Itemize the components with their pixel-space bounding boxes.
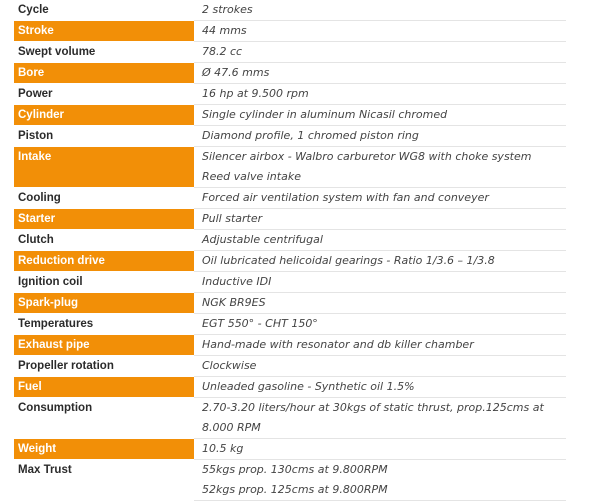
spec-label: Propeller rotation — [14, 355, 194, 377]
spec-value-line: 16 hp at 9.500 rpm — [202, 87, 309, 100]
spec-label: Exhaust pipe — [14, 334, 194, 356]
spec-value: Clockwise — [194, 355, 566, 377]
spec-value: NGK BR9ES — [194, 292, 566, 314]
spec-value: 2.70-3.20 liters/hour at 30kgs of static… — [194, 397, 566, 439]
spec-row: Spark-plug NGK BR9ES — [14, 292, 566, 314]
spec-value: Adjustable centrifugal — [194, 229, 566, 251]
spec-value: Oil lubricated helicoidal gearings - Rat… — [194, 250, 566, 272]
spec-row: Power 16 hp at 9.500 rpm — [14, 83, 566, 105]
spec-value-line: 10.5 kg — [202, 442, 244, 455]
spec-row: Reduction drive Oil lubricated helicoidal… — [14, 250, 566, 272]
spec-row: Propeller rotation Clockwise — [14, 355, 566, 377]
spec-label: Ignition coil — [14, 271, 194, 293]
spec-value: Forced air ventilation system with fan a… — [194, 187, 566, 209]
spec-value: 55kgs prop. 130cms at 9.800RPM 52kgs prop… — [194, 459, 566, 501]
spec-value: Inductive IDI — [194, 271, 566, 293]
spec-row: Swept volume 78.2 cc — [14, 41, 566, 63]
spec-value-line: Single cylinder in aluminum Nicasil chro… — [202, 108, 448, 121]
spec-value-line: Inductive IDI — [202, 275, 272, 288]
spec-label: Spark-plug — [14, 292, 194, 314]
spec-row: Stroke 44 mms — [14, 20, 566, 42]
spec-label: Starter — [14, 208, 194, 230]
spec-value-line: Ø 47.6 mms — [202, 66, 270, 79]
spec-value: 2 strokes — [194, 0, 566, 21]
spec-value-line: Adjustable centrifugal — [202, 233, 323, 246]
spec-value: Diamond profile, 1 chromed piston ring — [194, 125, 566, 147]
spec-label: Cylinder — [14, 104, 194, 126]
spec-label: Power — [14, 83, 194, 105]
spec-row: Cylinder Single cylinder in aluminum Nica… — [14, 104, 566, 126]
spec-label: Cycle — [14, 0, 194, 21]
spec-value-line: 52kgs prop. 125cms at 9.800RPM — [202, 483, 388, 496]
spec-value-line: 78.2 cc — [202, 45, 243, 58]
engine-specs-body: Cycle 2 strokes Stroke 44 mms Swept volume 78… — [14, 0, 566, 501]
spec-row: Consumption 2.70-3.20 liters/hour at 30kg… — [14, 397, 566, 439]
spec-label: Reduction drive — [14, 250, 194, 272]
spec-value-line: 44 mms — [202, 24, 247, 37]
spec-label: Swept volume — [14, 41, 194, 63]
spec-value-line: 55kgs prop. 130cms at 9.800RPM — [202, 463, 388, 476]
spec-row: Bore Ø 47.6 mms — [14, 62, 566, 84]
spec-label: Piston — [14, 125, 194, 147]
spec-value-line: NGK BR9ES — [202, 296, 266, 309]
spec-value-line: Forced air ventilation system with fan a… — [202, 191, 489, 204]
spec-value: Single cylinder in aluminum Nicasil chro… — [194, 104, 566, 126]
spec-value: 44 mms — [194, 20, 566, 42]
spec-value: Silencer airbox - Walbro carburetor WG8 … — [194, 146, 566, 188]
spec-value: Hand-made with resonator and db killer c… — [194, 334, 566, 356]
spec-value: 78.2 cc — [194, 41, 566, 63]
spec-label: Fuel — [14, 376, 194, 398]
spec-row: Exhaust pipe Hand-made with resonator and… — [14, 334, 566, 356]
spec-label: Cooling — [14, 187, 194, 209]
engine-specs-table: Cycle 2 strokes Stroke 44 mms Swept volume 78… — [14, 0, 566, 501]
spec-value-line: Pull starter — [202, 212, 263, 225]
spec-label: Weight — [14, 438, 194, 460]
spec-row: Weight 10.5 kg — [14, 438, 566, 460]
spec-value: Unleaded gasoline - Synthetic oil 1.5% — [194, 376, 566, 398]
spec-label: Consumption — [14, 397, 194, 439]
spec-row: Cooling Forced air ventilation system wit… — [14, 187, 566, 209]
spec-value: 16 hp at 9.500 rpm — [194, 83, 566, 105]
spec-value-line: Clockwise — [202, 359, 257, 372]
spec-row: Piston Diamond profile, 1 chromed piston … — [14, 125, 566, 147]
spec-value-line: EGT 550° - CHT 150° — [202, 317, 318, 330]
spec-value-line: 8.000 RPM — [202, 421, 261, 434]
spec-value: EGT 550° - CHT 150° — [194, 313, 566, 335]
spec-row: Clutch Adjustable centrifugal — [14, 229, 566, 251]
spec-value-line: 2 strokes — [202, 3, 253, 16]
spec-row: Cycle 2 strokes — [14, 0, 566, 21]
spec-value-line: Reed valve intake — [202, 170, 301, 183]
spec-label: Temperatures — [14, 313, 194, 335]
spec-label: Bore — [14, 62, 194, 84]
spec-value-line: Hand-made with resonator and db killer c… — [202, 338, 474, 351]
spec-value-line: 2.70-3.20 liters/hour at 30kgs of static… — [202, 401, 544, 414]
spec-value-line: Oil lubricated helicoidal gearings - Rat… — [202, 254, 495, 267]
spec-value: 10.5 kg — [194, 438, 566, 460]
spec-row: Fuel Unleaded gasoline - Synthetic oil 1.… — [14, 376, 566, 398]
spec-row: Starter Pull starter — [14, 208, 566, 230]
spec-row: Intake Silencer airbox - Walbro carbureto… — [14, 146, 566, 188]
spec-value-line: Silencer airbox - Walbro carburetor WG8 … — [202, 150, 532, 163]
spec-row: Ignition coil Inductive IDI — [14, 271, 566, 293]
spec-label: Stroke — [14, 20, 194, 42]
spec-value-line: Unleaded gasoline - Synthetic oil 1.5% — [202, 380, 415, 393]
spec-value: Ø 47.6 mms — [194, 62, 566, 84]
spec-row: Max Trust 55kgs prop. 130cms at 9.800RPM 5… — [14, 459, 566, 501]
spec-label: Intake — [14, 146, 194, 188]
spec-label: Clutch — [14, 229, 194, 251]
spec-value: Pull starter — [194, 208, 566, 230]
spec-row: Temperatures EGT 550° - CHT 150° — [14, 313, 566, 335]
spec-label: Max Trust — [14, 459, 194, 501]
spec-value-line: Diamond profile, 1 chromed piston ring — [202, 129, 419, 142]
